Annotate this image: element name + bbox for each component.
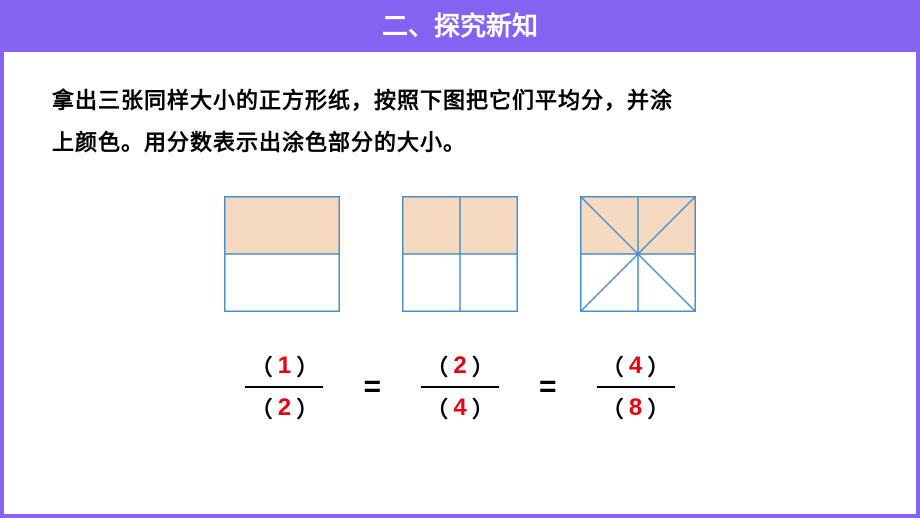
fraction-2: （ 2 ） （ 4 ）	[421, 348, 499, 426]
content-area: 拿出三张同样大小的正方形纸，按照下图把它们平均分，并涂 上颜色。用分数表示出涂色…	[4, 52, 916, 514]
equals-sign: =	[539, 370, 557, 404]
paren-open: （	[423, 392, 451, 424]
denominator-value: 4	[451, 394, 469, 422]
square-eighths	[580, 196, 696, 312]
square-half	[224, 196, 340, 312]
paren-close: ）	[293, 392, 321, 424]
denominator-container: （ 2 ）	[247, 390, 321, 426]
fraction-bar	[245, 386, 323, 388]
numerator-container: （ 1 ）	[247, 348, 321, 384]
fraction-bar	[597, 386, 675, 388]
paren-close: ）	[469, 392, 497, 424]
paren-close: ）	[645, 392, 673, 424]
fraction-bar	[421, 386, 499, 388]
slide-container: 二、探究新知 拿出三张同样大小的正方形纸，按照下图把它们平均分，并涂 上颜色。用…	[0, 0, 920, 518]
instruction-line2: 上颜色。用分数表示出涂色部分的大小。	[52, 130, 466, 155]
paren-close: ）	[645, 350, 673, 382]
paren-open: （	[599, 350, 627, 382]
numerator-value: 4	[627, 352, 645, 380]
numerator-container: （ 4 ）	[599, 348, 673, 384]
numerator-container: （ 2 ）	[423, 348, 497, 384]
content-border: 拿出三张同样大小的正方形纸，按照下图把它们平均分，并涂 上颜色。用分数表示出涂色…	[0, 48, 920, 518]
squares-row	[52, 196, 868, 312]
fractions-row: （ 1 ） （ 2 ） = （ 2 ）	[52, 348, 868, 426]
denominator-value: 2	[275, 394, 293, 422]
paren-open: （	[247, 350, 275, 382]
paren-open: （	[599, 392, 627, 424]
instruction-line1: 拿出三张同样大小的正方形纸，按照下图把它们平均分，并涂	[52, 88, 673, 113]
slide-title: 二、探究新知	[382, 6, 538, 43]
numerator-value: 2	[451, 352, 469, 380]
denominator-container: （ 4 ）	[423, 390, 497, 426]
paren-open: （	[423, 350, 451, 382]
paren-close: ）	[469, 350, 497, 382]
numerator-value: 1	[275, 352, 293, 380]
paren-open: （	[247, 392, 275, 424]
fraction-1: （ 1 ） （ 2 ）	[245, 348, 323, 426]
denominator-value: 8	[627, 394, 645, 422]
square-quarters	[402, 196, 518, 312]
fraction-3: （ 4 ） （ 8 ）	[597, 348, 675, 426]
paren-close: ）	[293, 350, 321, 382]
title-bar: 二、探究新知	[0, 0, 920, 48]
instruction-text: 拿出三张同样大小的正方形纸，按照下图把它们平均分，并涂 上颜色。用分数表示出涂色…	[52, 80, 868, 164]
equals-sign: =	[363, 370, 381, 404]
denominator-container: （ 8 ）	[599, 390, 673, 426]
